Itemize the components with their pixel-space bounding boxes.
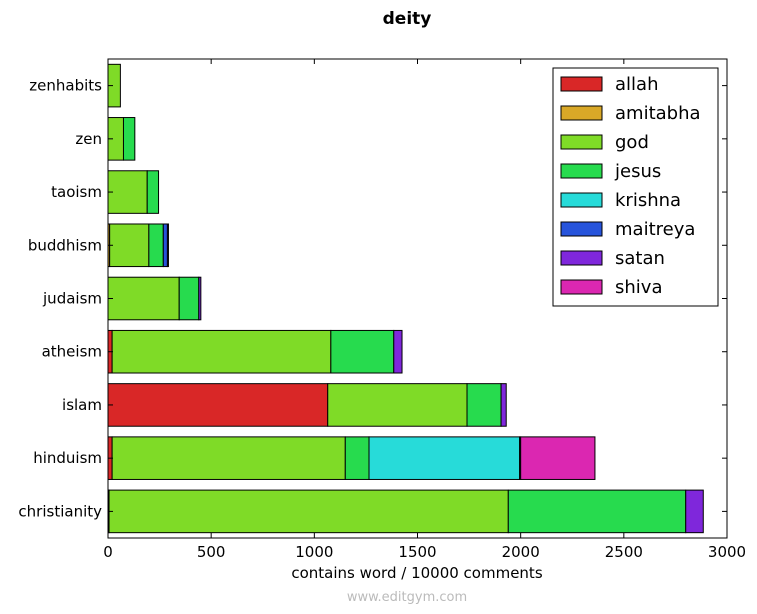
y-tick-label: hinduism [33, 449, 102, 467]
y-tick-label: taoism [51, 183, 102, 201]
bar-islam-satan [500, 383, 507, 427]
bar-atheism-god [111, 329, 332, 374]
bar-christianity-god [108, 489, 509, 534]
legend-swatch-god [560, 134, 603, 150]
bar-hinduism-god [111, 436, 346, 480]
legend-label-amitabha: amitabha [615, 103, 701, 124]
x-tick-label: 2000 [502, 543, 540, 561]
y-tick-label: zenhabits [29, 77, 102, 95]
legend: allah amitabha god jesus krishna maitreya sata… [552, 67, 719, 307]
axes-group: zenhabits zen taoism buddhism judaism atheism… [18, 59, 746, 561]
x-tick-label: 3000 [708, 543, 746, 561]
y-tick-label: judaism [42, 290, 102, 308]
legend-swatch-krishna [560, 192, 603, 208]
bar-hinduism-jesus [344, 436, 370, 480]
bar-islam-god [327, 383, 468, 427]
x-tick-label: 0 [103, 543, 113, 561]
legend-label-god: god [615, 132, 649, 153]
bar-buddhism-jesus [148, 223, 164, 268]
legend-swatch-maitreya [560, 221, 603, 237]
y-tick-label: christianity [18, 502, 102, 520]
bar-christianity-jesus [507, 489, 687, 534]
bar-hinduism-krishna [368, 436, 521, 480]
y-tick-label: islam [62, 396, 102, 414]
bar-buddhism-satan [166, 223, 169, 268]
chart-title: deity [383, 9, 432, 29]
legend-label-satan: satan [615, 248, 665, 269]
y-tick-label: buddhism [28, 236, 102, 254]
bar-hinduism-shiva [520, 436, 596, 480]
bar-buddhism-maitreya [162, 223, 168, 268]
bar-judaism-god [107, 276, 180, 321]
bar-islam-jesus [466, 383, 502, 427]
plot-frame [107, 58, 728, 539]
x-tick-label: 500 [197, 543, 226, 561]
legend-label-krishna: krishna [615, 190, 681, 211]
bar-taoism-god [107, 170, 148, 214]
bar-zen-jesus [122, 117, 136, 161]
legend-label-allah: allah [615, 74, 658, 95]
bar-atheism-jesus [330, 329, 395, 374]
legend-swatch-jesus [560, 163, 603, 179]
y-tick-label: zen [75, 130, 102, 148]
y-tick-label: atheism [42, 343, 102, 361]
legend-swatch-amitabha [560, 105, 603, 121]
legend-swatch-satan [560, 250, 603, 266]
x-tick-label: 2500 [605, 543, 643, 561]
x-axis-label: contains word / 10000 comments [291, 564, 542, 582]
bar-islam-allah [107, 383, 329, 427]
legend-label-jesus: jesus [614, 161, 661, 182]
bar-atheism-satan [393, 329, 403, 374]
legend-label-maitreya: maitreya [615, 219, 695, 240]
x-tick-label: 1000 [295, 543, 333, 561]
bars-group [107, 63, 704, 534]
bar-judaism-satan [198, 276, 202, 321]
bar-buddhism-god [109, 223, 150, 268]
bar-christianity-satan [685, 489, 704, 534]
legend-label-shiva: shiva [615, 277, 662, 298]
x-tick-label: 1500 [398, 543, 436, 561]
legend-swatch-shiva [560, 279, 603, 295]
legend-swatch-allah [560, 76, 603, 92]
bar-taoism-jesus [146, 170, 160, 214]
watermark: www.editgym.com [347, 590, 467, 605]
bar-judaism-jesus [178, 276, 200, 321]
